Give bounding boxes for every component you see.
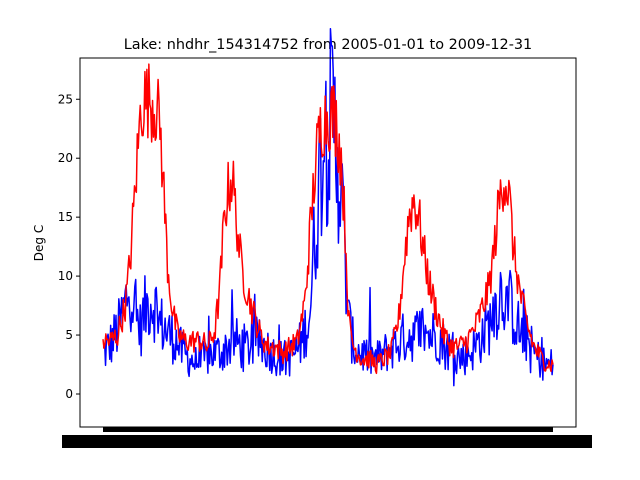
- chart-title: Lake: nhdhr_154314752 from 2005-01-01 to…: [124, 37, 532, 53]
- y-tick-label: 25: [58, 92, 73, 106]
- y-tick-label: 5: [65, 328, 73, 342]
- series-layer: [102, 28, 554, 387]
- y-axis: 0 5 10 15 20 25: [58, 92, 80, 401]
- series-line-2: [102, 63, 554, 375]
- y-tick-label: 15: [58, 210, 73, 224]
- x-tick-label-band: [62, 435, 592, 448]
- series-line-1: [102, 28, 554, 387]
- y-axis-label: Deg C: [32, 225, 46, 261]
- x-tick-band: [103, 427, 553, 432]
- plot-frame: [79, 57, 577, 428]
- x-axis: [62, 427, 592, 448]
- y-tick-label: 20: [58, 151, 73, 165]
- y-tick-label: 10: [58, 269, 73, 283]
- y-tick-label: 0: [65, 387, 73, 401]
